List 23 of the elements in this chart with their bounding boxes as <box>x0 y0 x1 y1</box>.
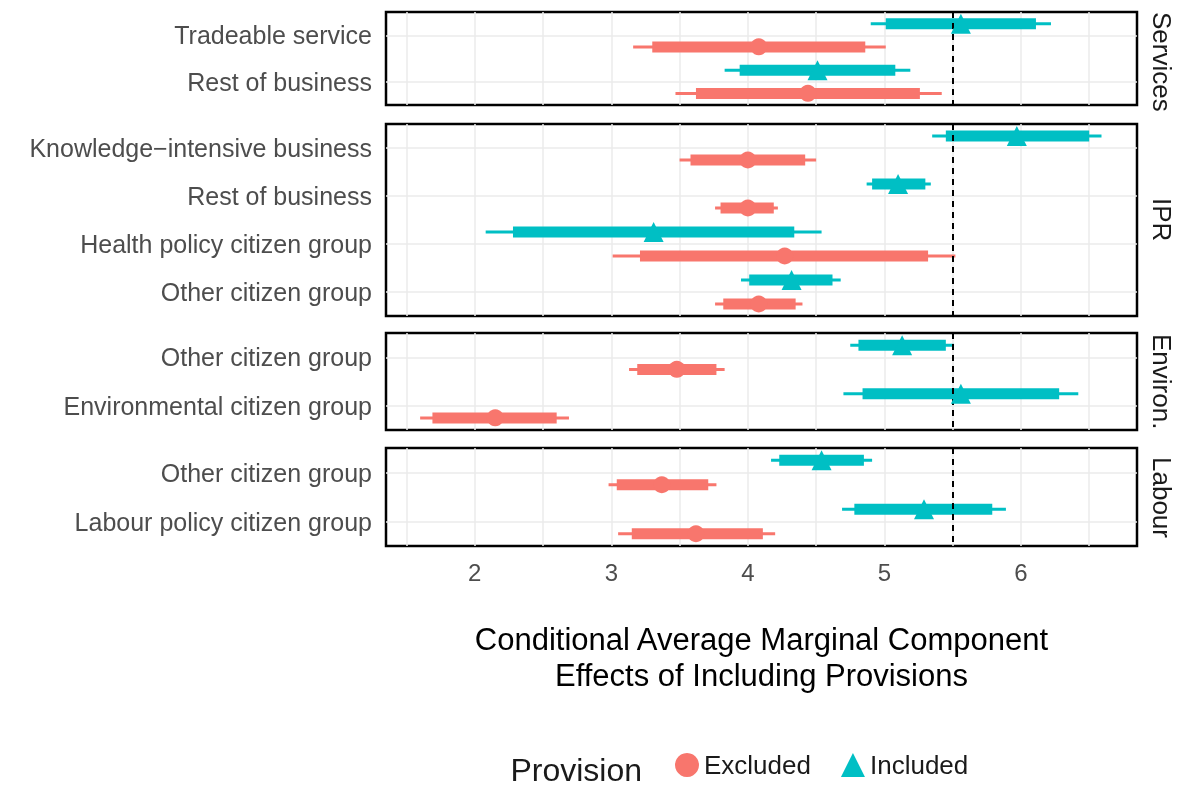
y-tick-label: Rest of business <box>187 182 372 210</box>
x-tick-label: 2 <box>468 558 482 586</box>
y-tick-label: Tradeable service <box>174 21 372 50</box>
text: Services <box>1147 12 1177 112</box>
x-tick-label: 4 <box>741 558 755 586</box>
y-tick-label: Health policy citizen group <box>80 230 372 258</box>
text: IPR <box>1147 197 1177 244</box>
x-axis-title: Conditional Average Marginal Component Effects of Including Provisions <box>473 622 1050 694</box>
y-tick-label: Rest of business <box>187 67 372 96</box>
legend-label: Included <box>869 750 969 780</box>
y-tick-label: Other citizen group <box>160 458 372 487</box>
text: Labour <box>1147 455 1177 540</box>
y-tick-label: Environmental citizen group <box>63 391 372 420</box>
x-tick-label: 6 <box>1014 558 1028 586</box>
legend-label: Excluded <box>704 750 811 780</box>
x-tick-label: 3 <box>604 558 618 586</box>
x-tick-label: 5 <box>877 558 892 586</box>
y-tick-label: Other citizen group <box>160 278 372 306</box>
y-tick-label: Knowledge−intensive business <box>29 134 372 162</box>
y-tick-label: Other citizen group <box>160 343 372 372</box>
legend-title: Provision <box>510 752 642 788</box>
y-tick-label: Labour policy citizen group <box>74 507 372 536</box>
text: Environ. <box>1147 333 1177 430</box>
